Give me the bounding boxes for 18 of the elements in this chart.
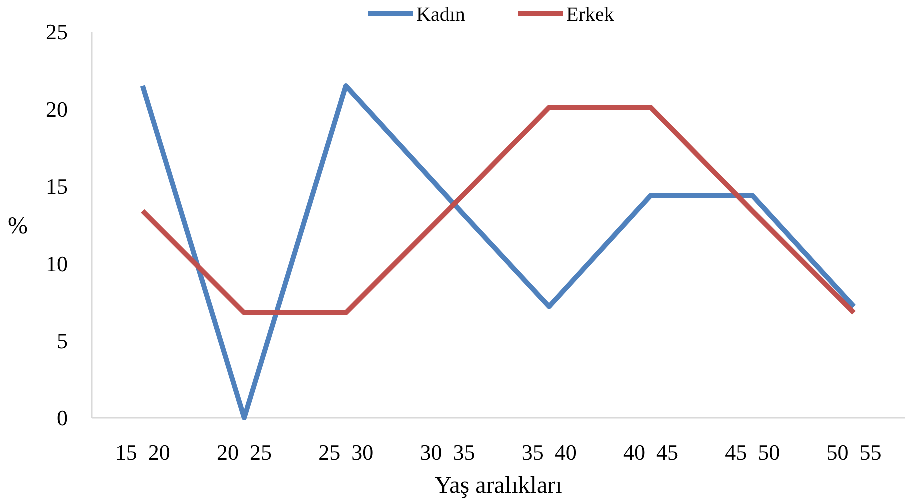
x-tick-label: 20 25 (216, 440, 272, 465)
x-tick-label: 40 45 (623, 440, 678, 465)
y-tick-label: 0 (57, 406, 68, 431)
y-tick-label: 25 (46, 20, 68, 45)
x-tick-label: 15 20 (115, 440, 170, 465)
y-tick-label: 10 (46, 251, 68, 276)
x-axis-title: Yaş aralıkları (434, 473, 563, 499)
x-tick-label: 50 55 (826, 440, 882, 465)
y-tick-label: 5 (57, 328, 68, 354)
legend-label: Erkek (566, 4, 614, 26)
x-tick-label: 45 50 (725, 440, 780, 465)
legend-label: Kadın (416, 4, 466, 26)
x-tick-label: 30 35 (420, 440, 476, 465)
y-tick-label: 15 (46, 174, 68, 200)
y-tick-label: 20 (46, 96, 68, 122)
x-tick-label: 35 40 (522, 440, 577, 465)
x-tick-label: 25 30 (318, 440, 374, 465)
y-axis-title: % (8, 213, 28, 240)
